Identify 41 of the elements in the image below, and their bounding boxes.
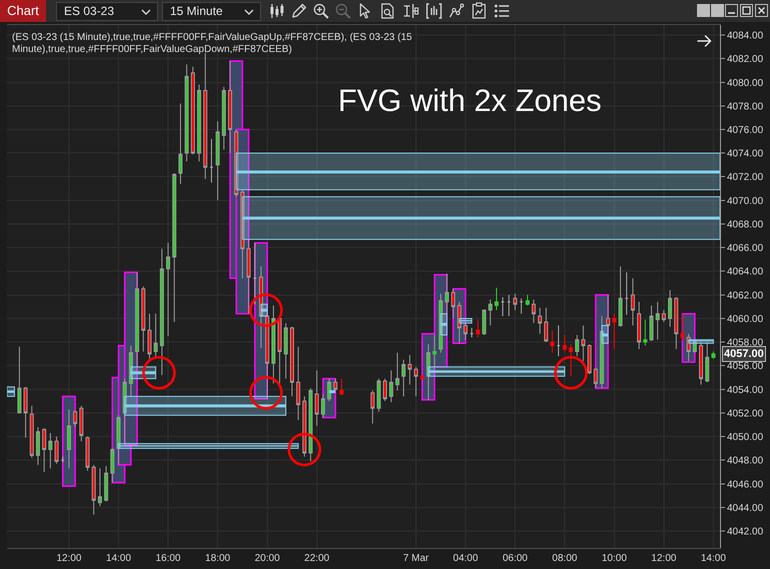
x-tick-label: 20:00	[254, 553, 280, 564]
y-tick-label: 4076.00	[727, 125, 764, 136]
y-tick-label: 4044.00	[727, 502, 764, 514]
x-tick-label: 22:00	[304, 553, 330, 564]
annotation: 4057.00	[724, 348, 764, 360]
y-tick-label: 4050.00	[727, 432, 764, 444]
x-tick-label: 16:00	[156, 553, 182, 564]
y-tick-label: 4058.00	[727, 338, 764, 349]
y-tick-label: 4066.00	[727, 243, 764, 254]
x-tick-label: 14:00	[106, 553, 132, 564]
annotation: (ES 03-23 (15 Minute),true,true,#FFFF00FF,FairValueGapUp,#FF87CEEB), (ES 03-23 (15 Minute),true,true,#FFFF00FF,FairValueGapDown,#FF87CEEB)	[12, 32, 413, 56]
y-tick-label: 4080.00	[727, 78, 764, 89]
x-tick-label: 04:00	[453, 553, 478, 564]
text: FVG with 2x Zones	[338, 82, 602, 118]
y-tick-label: 4048.00	[727, 456, 764, 467]
y-tick-label: 4084.00	[727, 30, 764, 42]
x-tick-label: 10:00	[602, 553, 628, 564]
y-tick-label: 4042.00	[727, 526, 764, 538]
x-tick-label: 06:00	[502, 553, 528, 564]
dropdown-field: 15 Minute	[162, 2, 261, 21]
y-tick-label: 4070.00	[727, 196, 764, 207]
y-tick-label: 4074.00	[727, 148, 764, 160]
y-tick-label: 4068.00	[727, 219, 764, 230]
x-tick-label: 12:00	[651, 553, 677, 564]
y-tick-label: 4062.00	[727, 290, 764, 302]
x-tick-label: 08:00	[552, 553, 578, 564]
x-tick-label: 12:00	[56, 553, 82, 564]
y-tick-label: 4072.00	[727, 172, 764, 184]
dropdown-field: ES 03-23	[56, 2, 158, 21]
x-tick-label: 14:00	[700, 553, 726, 564]
y-tick-label: 4052.00	[727, 408, 764, 420]
tab: Chart	[0, 0, 46, 22]
y-tick-label: 4060.00	[727, 314, 764, 325]
y-tick-label: 4078.00	[727, 101, 764, 112]
y-tick-label: 4064.00	[727, 266, 764, 278]
x-tick-label: 18:00	[205, 553, 231, 564]
x-tick-label: 7 Mar	[403, 553, 430, 564]
y-tick-label: 4056.00	[727, 361, 764, 372]
y-tick-label: 4082.00	[727, 54, 764, 66]
y-tick-label: 4054.00	[727, 384, 764, 396]
y-tick-label: 4046.00	[727, 479, 764, 490]
